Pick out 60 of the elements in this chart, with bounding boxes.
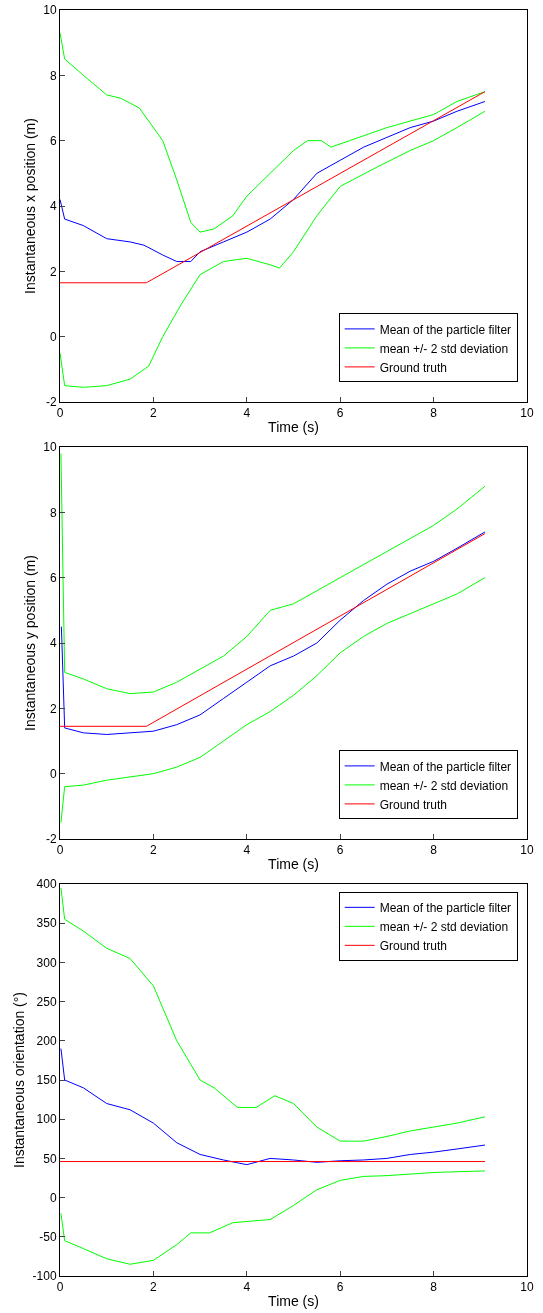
x-tick-label: 2 bbox=[150, 406, 158, 421]
y-tick-label: 2 bbox=[49, 264, 57, 279]
y-tick-label: 50 bbox=[43, 1151, 57, 1166]
legend-label: Ground truth bbox=[379, 360, 448, 375]
x-axis-title: Time (s) bbox=[268, 1292, 319, 1309]
x-tick-label: 4 bbox=[243, 406, 251, 421]
y-tick-label: 4 bbox=[49, 199, 57, 214]
line-series bbox=[60, 1048, 486, 1166]
x-axis-title: Time (s) bbox=[268, 418, 319, 435]
y-tick-label: 350 bbox=[36, 916, 57, 931]
y-tick-label: 0 bbox=[49, 766, 57, 781]
y-axis-title: Instantaneous y position (m) bbox=[21, 555, 38, 731]
x-tick-label: 4 bbox=[243, 843, 251, 858]
line-series bbox=[60, 1170, 486, 1265]
legend-label: Mean of the particle filter bbox=[379, 759, 512, 774]
y-tick-label: -2 bbox=[45, 395, 57, 410]
x-tick-label: 8 bbox=[430, 1280, 438, 1295]
y-tick-label: 2 bbox=[49, 701, 57, 716]
x-tick-label: 2 bbox=[150, 1280, 158, 1295]
y-tick-label: 400 bbox=[36, 877, 57, 892]
legend-label: Mean of the particle filter bbox=[379, 322, 512, 337]
y-tick-label: 10 bbox=[43, 3, 57, 18]
y-tick-label: 6 bbox=[49, 570, 57, 585]
line-series bbox=[60, 32, 486, 233]
y-tick-label: -100 bbox=[32, 1269, 57, 1284]
y-tick-label: 150 bbox=[36, 1073, 57, 1088]
legend-label: Ground truth bbox=[379, 797, 448, 812]
y-tick-label: 6 bbox=[49, 133, 57, 148]
line-series bbox=[60, 100, 486, 263]
x-tick-label: 6 bbox=[336, 843, 344, 858]
y-axis-title: Instantaneous orientation (°) bbox=[11, 991, 28, 1169]
x-tick-label: 8 bbox=[430, 843, 438, 858]
legend-label: Ground truth bbox=[379, 939, 448, 954]
line-series bbox=[60, 453, 486, 695]
y-tick-label: 0 bbox=[49, 1190, 57, 1205]
y-tick-label: -2 bbox=[45, 832, 57, 847]
y-tick-label: 250 bbox=[36, 994, 57, 1009]
y-tick-label: 4 bbox=[49, 636, 57, 651]
x-tick-label: 10 bbox=[520, 406, 534, 421]
legend-label: mean +/- 2 std deviation bbox=[379, 778, 509, 793]
y-tick-label: 10 bbox=[43, 440, 57, 455]
x-tick-label: 2 bbox=[150, 843, 158, 858]
legend-label: mean +/- 2 std deviation bbox=[379, 341, 509, 356]
y-tick-label: 200 bbox=[36, 1034, 57, 1048]
y-tick-label: 8 bbox=[49, 68, 57, 83]
y-axis-title: Instantaneous x position (m) bbox=[21, 118, 38, 294]
y-tick-label: 100 bbox=[36, 1112, 57, 1127]
x-tick-label: 6 bbox=[336, 406, 344, 421]
y-tick-label: -50 bbox=[39, 1230, 57, 1244]
y-tick-label: 8 bbox=[49, 505, 57, 520]
legend-label: mean +/- 2 std deviation bbox=[379, 920, 509, 935]
x-tick-label: 6 bbox=[336, 1280, 344, 1295]
y-tick-label: 300 bbox=[36, 955, 57, 970]
x-tick-label: 10 bbox=[520, 1280, 534, 1295]
y-tick-label: 0 bbox=[49, 329, 57, 344]
legend-label: Mean of the particle filter bbox=[379, 901, 512, 916]
x-axis-title: Time (s) bbox=[268, 855, 319, 872]
x-tick-label: 10 bbox=[520, 843, 534, 858]
x-tick-label: 8 bbox=[430, 406, 438, 421]
x-tick-label: 4 bbox=[243, 1280, 251, 1295]
